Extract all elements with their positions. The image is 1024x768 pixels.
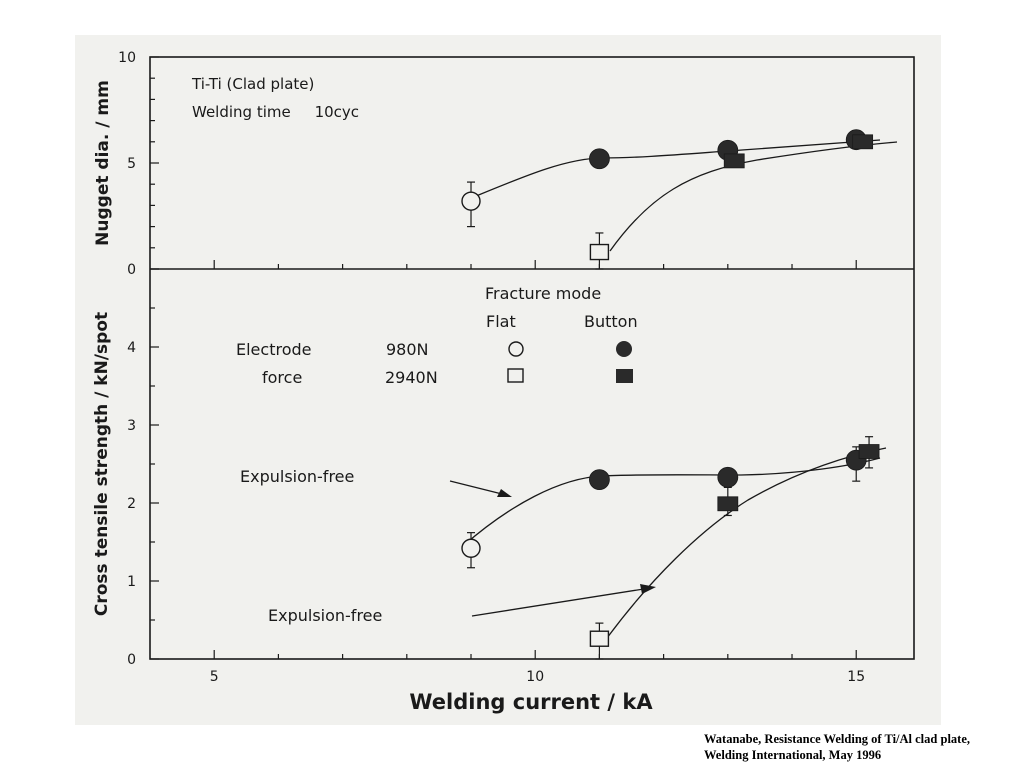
point-980n-button	[717, 466, 739, 488]
top-ylabel: Nugget dia. / mm	[93, 80, 113, 246]
legend-row1-value: 980N	[386, 340, 429, 359]
point-2940n-flat	[589, 243, 610, 261]
caption-line-2: Welding International, May 1996	[704, 748, 882, 762]
y-tick-label: 4	[127, 340, 136, 356]
legend-row2-label: force	[262, 368, 302, 387]
legend-row2-value: 2940N	[385, 368, 438, 387]
legend-open-circle	[508, 341, 524, 357]
legend-col-flat: Flat	[486, 312, 516, 331]
bottom-ylabel: Cross tensile strength / kN/spot	[92, 312, 112, 616]
y-tick-label: 5	[127, 156, 136, 172]
arrow-line-1	[449, 480, 507, 496]
plot-frame	[149, 56, 915, 660]
point-2940n-button	[723, 153, 745, 169]
annotation-welding-time: Welding time 10cyc	[192, 103, 359, 121]
x-tick-label: 5	[210, 669, 219, 685]
point-2940n-button	[858, 444, 880, 459]
arrow-head-1	[497, 489, 512, 497]
fit-curves	[462, 139, 898, 639]
point-2940n-button	[717, 496, 739, 512]
point-980n-button	[589, 148, 610, 170]
tick-labels: 0 5 10 0 1 2 3 4 5 10 15	[118, 50, 865, 685]
point-980n-flat	[461, 191, 481, 211]
y-tick-label: 10	[118, 50, 136, 66]
annotation-expulsion-free-1: Expulsion-free	[240, 467, 354, 486]
curve-top-2940n	[609, 141, 898, 252]
arrow-line-2	[471, 587, 651, 617]
legend-open-square	[507, 368, 524, 383]
legend-col-button: Button	[584, 312, 638, 331]
curve-bottom-2940n	[606, 447, 887, 639]
point-2940n-button	[852, 134, 874, 150]
point-980n-flat	[461, 538, 481, 558]
y-tick-label: 2	[127, 496, 136, 512]
error-bars	[467, 181, 874, 660]
source-caption: Watanabe, Resistance Welding of Ti/Al cl…	[704, 731, 1014, 763]
curve-bottom-980n	[462, 457, 881, 547]
x-tick-label: 10	[526, 669, 544, 685]
point-980n-button	[589, 469, 610, 491]
legend-row1-label: Electrode	[236, 340, 311, 359]
arrow-head-2	[640, 584, 656, 594]
y-tick-label: 0	[127, 262, 136, 278]
caption-line-1: Watanabe, Resistance Welding of Ti/Al cl…	[704, 732, 970, 746]
point-2940n-flat	[589, 630, 610, 647]
legend-title: Fracture mode	[485, 284, 601, 303]
y-tick-label: 0	[127, 652, 136, 668]
y-tick-label: 3	[127, 418, 136, 434]
x-axis-label: Welding current / kA	[409, 690, 653, 714]
data-marks	[461, 129, 880, 647]
curve-top-980n	[463, 139, 881, 202]
annotation-expulsion-free-2: Expulsion-free	[268, 606, 382, 625]
annotation-material: Ti-Ti (Clad plate)	[191, 75, 314, 93]
legend-filled-circle	[616, 341, 632, 357]
x-tick-label: 15	[847, 669, 865, 685]
legend-filled-square	[616, 369, 633, 383]
y-tick-label: 1	[127, 574, 136, 590]
